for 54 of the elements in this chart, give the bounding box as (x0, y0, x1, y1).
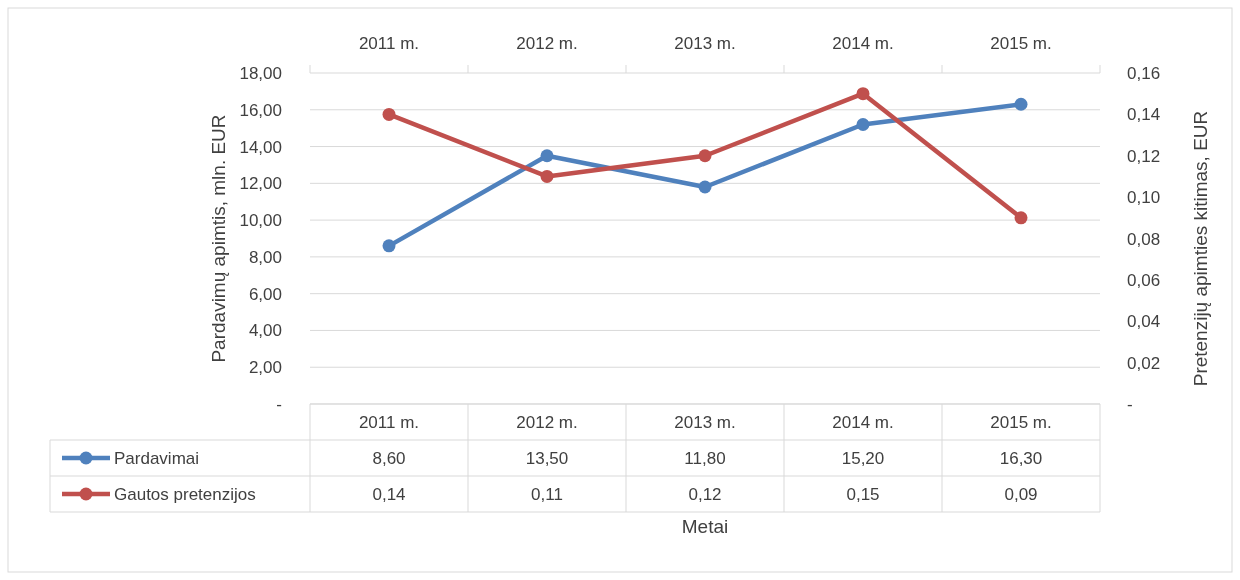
point (856, 117, 870, 131)
x-tick-label: 2011 m. (358, 413, 420, 432)
y-tick-label: 10,00 (239, 211, 282, 231)
data-label: 11,80 (684, 449, 726, 468)
y2-tick-label: 0,04 (1127, 312, 1161, 332)
data-label: 0,15 (846, 485, 880, 504)
y2-tick-label: 0,06 (1127, 270, 1161, 290)
data-label: 0,09 (1004, 485, 1038, 504)
y2-tick-label: 0,08 (1127, 229, 1161, 249)
y2-axis-title: Pretenzijų apimties kitimas, EUR (1190, 110, 1211, 387)
point (382, 107, 396, 121)
y-tick-label: 18,00 (239, 64, 282, 83)
data-label: 0,14 (372, 485, 406, 504)
data-label: 8,60 (372, 449, 406, 468)
category-label: 2014 m. (832, 34, 894, 53)
x-axis-title: Metai (681, 516, 729, 537)
data-label: 15,20 (841, 449, 885, 468)
point (382, 239, 396, 253)
y-tick-label: 6,00 (248, 284, 282, 304)
y-tick-label: - (276, 395, 282, 414)
y-tick-label: 8,00 (248, 247, 282, 267)
legend-label: Pardavimai (114, 449, 200, 468)
y-tick-label: 16,00 (239, 100, 282, 120)
point (540, 149, 554, 163)
y-tick-label: 2,00 (248, 358, 282, 378)
x-tick-label: 2012 m. (516, 413, 578, 432)
x-tick-label: 2014 m. (832, 413, 894, 432)
category-label: 2013 m. (674, 34, 736, 53)
legend-label: Gautos pretenzijos (114, 485, 256, 504)
point (540, 169, 554, 183)
y2-tick-label: 0,16 (1127, 64, 1161, 83)
point (1014, 97, 1028, 111)
point (698, 180, 712, 194)
y2-tick-label: 0,12 (1127, 146, 1161, 166)
category-label: 2012 m. (516, 34, 578, 53)
x-tick-label: 2015 m. (990, 413, 1052, 432)
y2-tick-label: 0,14 (1127, 105, 1161, 125)
y-tick-label: 14,00 (239, 137, 282, 157)
y-tick-label: 12,00 (239, 174, 282, 194)
point (1014, 211, 1028, 225)
point (698, 149, 712, 163)
y-axis-title: Pardavimų apimtis, mln. EUR (208, 114, 229, 363)
data-label: 16,30 (999, 449, 1043, 468)
data-label: 13,50 (525, 449, 569, 468)
category-label: 2011 m. (358, 34, 420, 53)
data-label: 0,12 (688, 485, 722, 504)
x-tick-label: 2013 m. (674, 413, 736, 432)
y2-tick-label: - (1127, 395, 1133, 414)
y2-tick-label: 0,02 (1127, 353, 1161, 373)
y-tick-label: 4,00 (248, 321, 282, 341)
point (856, 87, 870, 101)
category-label: 2015 m. (990, 34, 1052, 53)
y2-tick-label: 0,10 (1127, 188, 1161, 208)
data-label: 0,11 (531, 485, 563, 504)
